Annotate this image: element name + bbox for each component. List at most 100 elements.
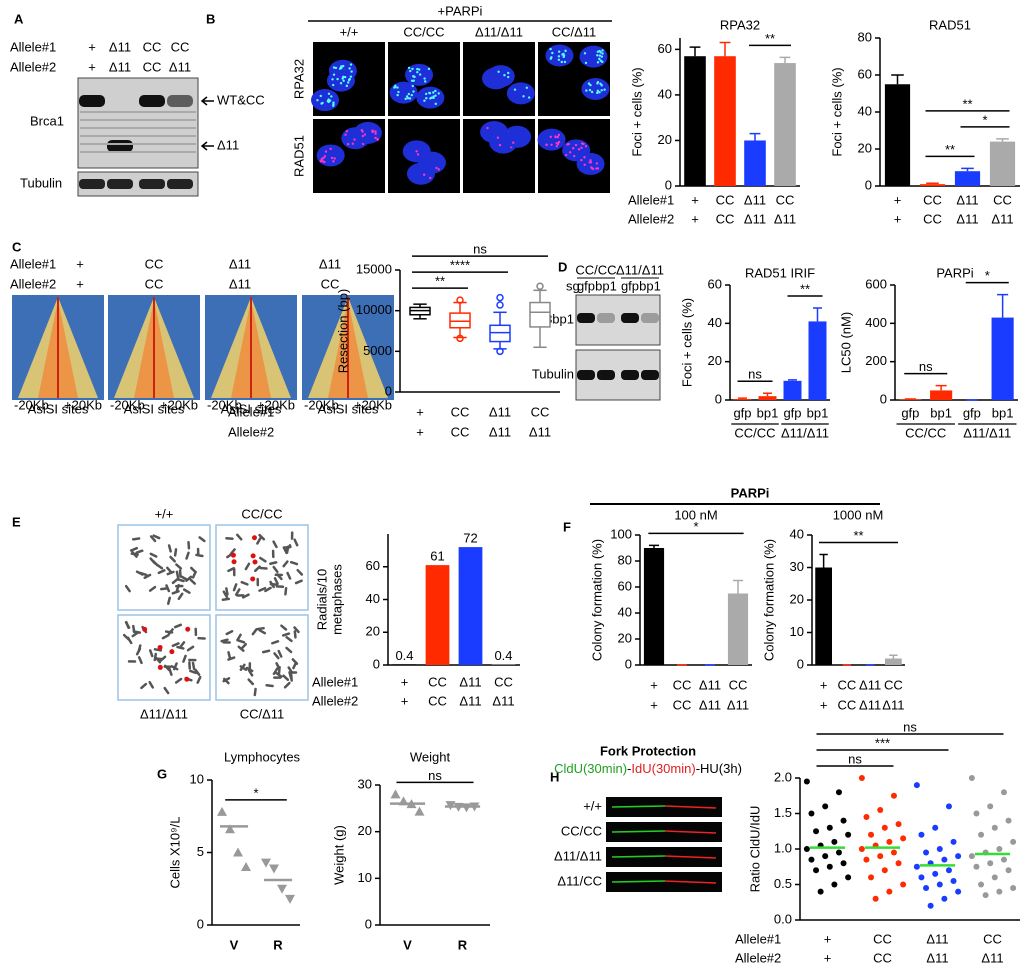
box: [529, 301, 551, 328]
focus: [564, 153, 568, 157]
point: [886, 838, 893, 845]
x-tick-label: +: [650, 697, 658, 712]
y-tick-label: 0: [880, 391, 887, 406]
y-tick-label: 40: [790, 526, 804, 541]
y-tick-label: 2.0: [774, 769, 792, 784]
radial: [250, 553, 256, 559]
label: Δ11/CC: [557, 873, 602, 888]
focus: [434, 94, 437, 97]
chromosome: [237, 639, 246, 644]
y-tick-label: 60: [658, 41, 672, 56]
chromosome: [148, 680, 154, 689]
focus: [522, 95, 525, 98]
focus: [416, 153, 420, 156]
point: [390, 789, 401, 799]
x-tick-label: CC: [837, 697, 856, 712]
y-axis-label: Colony formation (%): [761, 539, 776, 661]
focus: [601, 52, 604, 55]
chromosome: [236, 533, 243, 541]
focus: [413, 75, 416, 79]
x-tick-label: CC: [716, 211, 735, 226]
label: A: [14, 11, 24, 26]
point: [1000, 856, 1007, 863]
chromosome: [240, 642, 247, 650]
label: Fork Protection: [600, 743, 696, 758]
x-tick-label: CC: [451, 404, 470, 419]
focus: [434, 89, 437, 93]
chromosome: [131, 537, 141, 541]
chromosome: [122, 633, 130, 641]
point: [877, 853, 884, 860]
point: [950, 838, 957, 845]
focus: [557, 50, 561, 53]
chart-title: RAD51 IRIF: [745, 265, 815, 280]
label: 61: [430, 549, 444, 564]
chromosome: [129, 546, 138, 552]
chromosome: [179, 641, 186, 649]
label: gfp: [577, 278, 595, 293]
chromosome: [140, 682, 148, 690]
x-tick-label: Δ11: [459, 674, 481, 689]
focus: [411, 67, 414, 71]
chromosome: [182, 654, 187, 663]
point: [858, 775, 865, 781]
chromosome: [258, 586, 267, 592]
chromosome: [285, 636, 293, 643]
focus: [600, 89, 603, 92]
row-label: Allele#1: [735, 931, 781, 946]
point: [881, 824, 888, 831]
label: +20Kb: [160, 397, 198, 412]
x-tick-label: +: [824, 950, 832, 965]
label: +/+: [583, 798, 602, 813]
significance-label: ****: [450, 258, 470, 273]
x-tick-label: CC: [923, 211, 942, 226]
x-tick-label: CC: [494, 674, 513, 689]
focus: [567, 142, 570, 146]
chromosome: [198, 536, 206, 543]
chromosome: [171, 642, 180, 648]
chromosome: [284, 587, 288, 596]
chromosome: [135, 549, 144, 554]
point: [808, 810, 815, 817]
label: bp1: [639, 278, 661, 293]
protocol-step: IdU(30min): [631, 761, 695, 776]
band: [139, 95, 165, 107]
label: Allele#1: [10, 256, 56, 271]
point: [913, 782, 920, 789]
focus: [397, 90, 400, 94]
chromosome: [272, 540, 278, 549]
x-tick-label: bp1: [757, 405, 779, 420]
chromosome: [282, 674, 290, 682]
point: [261, 858, 271, 868]
point: [840, 817, 847, 824]
label: AsiSI sites: [124, 401, 185, 416]
y-axis-label: Radials/10: [314, 569, 329, 630]
chromosome: [232, 583, 238, 592]
bar: [989, 141, 1016, 186]
focus: [424, 80, 427, 83]
x-tick-label: Δ11: [956, 192, 978, 207]
label: +20Kb: [257, 397, 295, 412]
focus: [583, 163, 586, 167]
focus: [498, 143, 502, 147]
x-tick-label: CC: [923, 192, 942, 207]
row-label: Allele#2: [628, 211, 674, 226]
nucleus: [417, 151, 446, 174]
focus: [601, 60, 604, 64]
point: [217, 806, 227, 816]
y-tick-label: 60: [618, 578, 632, 593]
significance-label: **: [945, 142, 955, 157]
y-axis-label: LC50 (nM): [838, 312, 853, 373]
y-tick-label: 20: [858, 140, 872, 155]
outlier: [456, 334, 464, 343]
point: [241, 862, 251, 871]
label: CC: [143, 39, 162, 54]
x-tick-label: R: [273, 937, 283, 952]
protocol-step: -: [627, 761, 631, 776]
focus: [415, 150, 418, 153]
point: [895, 860, 902, 867]
focus: [587, 82, 591, 85]
focus: [589, 159, 592, 162]
label: -20Kb: [304, 397, 339, 412]
radial: [251, 535, 257, 541]
